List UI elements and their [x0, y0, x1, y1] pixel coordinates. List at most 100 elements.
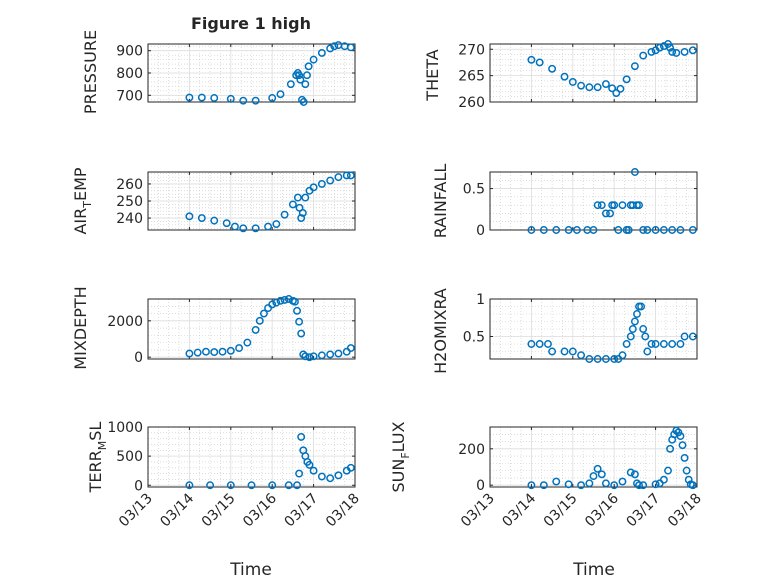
- data-point: [564, 480, 573, 489]
- y-tick-label: 200: [458, 442, 485, 458]
- data-point: [618, 477, 627, 486]
- data-point: [618, 201, 627, 210]
- data-point: [585, 479, 594, 488]
- data-point: [610, 201, 619, 210]
- data-point: [610, 355, 619, 363]
- y-tick-label: 260: [116, 177, 143, 193]
- data-point: [564, 226, 573, 234]
- data-point: [334, 173, 343, 182]
- data-point: [577, 351, 586, 360]
- data-point: [606, 209, 615, 218]
- data-point: [255, 316, 264, 325]
- data-point: [259, 309, 268, 318]
- data-point: [218, 347, 227, 356]
- data-point: [210, 216, 219, 225]
- subplot-1: 700 800 900: [116, 41, 356, 106]
- data-point: [210, 348, 219, 357]
- data-point: [626, 468, 635, 477]
- data-point: [668, 47, 677, 56]
- data-point: [226, 346, 235, 355]
- data-point: [535, 58, 544, 67]
- data-point: [185, 349, 194, 358]
- data-point: [616, 84, 625, 93]
- data-point: [568, 347, 577, 356]
- data-point: [560, 347, 569, 356]
- data-point: [676, 226, 685, 234]
- data-point: [535, 340, 544, 348]
- data-point: [346, 463, 355, 472]
- data-point: [326, 44, 335, 53]
- data-point: [317, 179, 326, 188]
- ylabel-terr-msl: TERRMSL: [86, 422, 109, 494]
- data-point: [226, 481, 235, 490]
- data-point: [655, 43, 664, 52]
- y-tick-label: 270: [458, 42, 485, 58]
- data-point: [299, 98, 308, 106]
- y-tick-label: 800: [116, 66, 143, 82]
- data-point: [676, 340, 685, 348]
- y-tick-label: 900: [116, 44, 143, 60]
- data-point: [651, 226, 660, 234]
- data-point: [239, 224, 248, 233]
- data-point: [601, 209, 610, 218]
- y-tick-label: 1: [476, 292, 485, 308]
- data-point: [593, 355, 602, 363]
- axes-box: [489, 43, 698, 103]
- y-tick-label: 1000: [107, 420, 143, 436]
- data-point: [680, 47, 689, 56]
- data-point: [317, 472, 326, 481]
- data-point: [601, 80, 610, 89]
- y-tick-label: 265: [458, 69, 485, 85]
- data-point: [301, 352, 310, 361]
- data-point: [295, 469, 304, 478]
- data-point: [544, 340, 552, 348]
- data-point: [641, 332, 650, 341]
- data-point: [626, 332, 635, 341]
- data-point: [676, 432, 685, 441]
- data-point: [280, 210, 289, 219]
- data-point: [612, 89, 621, 97]
- data-point: [624, 226, 633, 234]
- data-point: [548, 64, 557, 73]
- data-point: [659, 226, 668, 234]
- data-point: [552, 226, 561, 234]
- data-point: [597, 470, 606, 479]
- data-point: [309, 466, 318, 475]
- data-point: [659, 340, 668, 348]
- y-tick-label: 700: [116, 88, 143, 104]
- data-point: [284, 481, 293, 490]
- data-point: [305, 460, 314, 469]
- data-point: [608, 84, 617, 93]
- data-point: [585, 355, 594, 363]
- y-tick-label: 0: [476, 478, 485, 494]
- y-tick-label: 0: [476, 223, 485, 239]
- data-point: [639, 481, 648, 490]
- data-point: [666, 444, 675, 453]
- data-point: [251, 224, 260, 233]
- data-point: [622, 340, 631, 348]
- data-point: [197, 214, 206, 223]
- data-point: [539, 481, 548, 490]
- data-point: [601, 479, 610, 488]
- data-point: [680, 332, 689, 341]
- subplot-6: 0.51: [463, 292, 698, 363]
- data-point: [618, 351, 627, 360]
- axes-box: [489, 426, 698, 488]
- data-point: [309, 55, 318, 64]
- data-point: [630, 62, 639, 71]
- data-point: [552, 477, 561, 486]
- data-point: [639, 325, 648, 333]
- subplot-4: 00.5: [463, 168, 698, 239]
- data-point: [668, 340, 677, 348]
- data-point: [334, 471, 343, 480]
- data-point: [346, 171, 355, 180]
- data-point: [577, 481, 586, 490]
- data-point: [268, 300, 277, 309]
- data-point: [284, 295, 293, 303]
- data-point: [247, 481, 256, 490]
- ylabel-mixdepth: MIXDEPTH: [71, 286, 90, 369]
- y-tick-label: 0: [134, 350, 143, 366]
- ylabel-sun-flux: SUNFLUX: [389, 421, 412, 492]
